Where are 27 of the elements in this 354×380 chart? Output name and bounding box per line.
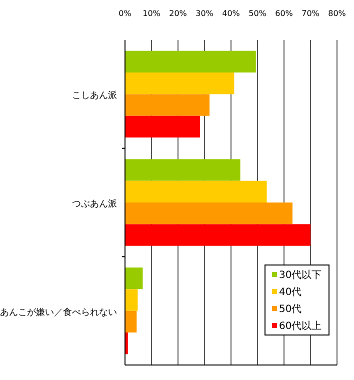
- x-tick-label: 0%: [118, 9, 132, 18]
- legend-label: 30代以下: [279, 269, 322, 281]
- bar: [125, 224, 310, 246]
- x-tick-label: 40%: [222, 9, 240, 18]
- legend-label: 50代: [279, 304, 302, 315]
- x-tick-label: 80%: [328, 9, 346, 18]
- bar: [125, 72, 234, 94]
- x-tick-label: 20%: [169, 9, 188, 18]
- bar: [125, 159, 240, 181]
- bar: [125, 202, 292, 224]
- x-tick-label: 60%: [275, 9, 294, 18]
- bar: [125, 50, 256, 72]
- legend-label: 60代以上: [279, 320, 322, 332]
- bar: [125, 289, 138, 311]
- x-tick-label: 30%: [196, 9, 214, 18]
- bar: [125, 94, 210, 116]
- x-tick-label: 70%: [302, 9, 320, 18]
- bar: [125, 116, 200, 138]
- y-tick-label: つぶあん派: [72, 198, 117, 210]
- bar: [125, 180, 267, 202]
- y-tick-label: こしあん派: [72, 90, 117, 102]
- x-tick-label: 50%: [248, 9, 267, 18]
- y-tick-label: あんこが嫌い／食べられない: [0, 306, 117, 318]
- bar: [125, 268, 143, 290]
- x-tick-label: 10%: [142, 9, 161, 18]
- bar: [125, 310, 137, 332]
- legend-label: 40代: [279, 287, 302, 298]
